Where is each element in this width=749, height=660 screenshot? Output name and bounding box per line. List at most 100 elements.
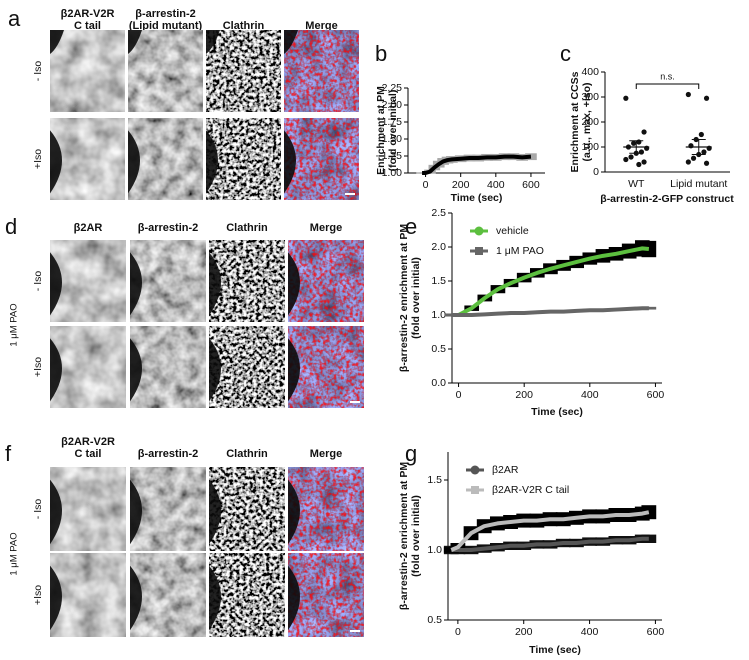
column-header: β2AR-V2R (61, 436, 115, 448)
column-header: β-arrestin-2 (138, 222, 199, 234)
y-tick-label: 0.5 (427, 614, 442, 626)
x-tick-label: 200 (515, 626, 533, 638)
micrograph-overlay (288, 553, 364, 637)
cell-edge (50, 338, 62, 402)
y-tick-label: 0 (593, 166, 599, 178)
row-label: +Iso (32, 149, 44, 169)
y-tick-label: 300 (581, 91, 599, 103)
micrograph (209, 553, 285, 637)
panel-letter: c (560, 41, 571, 66)
micrograph (50, 118, 125, 200)
y-axis-label: (a.u., max, +iso) (581, 82, 593, 161)
y-tick-label: 1.5 (431, 275, 446, 287)
series-line (452, 306, 649, 317)
legend-label: 1 μM PAO (496, 245, 544, 257)
y-axis-label: Enrichment at PM (375, 86, 387, 175)
x-tick-label: 200 (452, 179, 470, 191)
x-tick-label: 600 (647, 626, 665, 638)
data-point (623, 95, 629, 101)
data-point (631, 140, 637, 146)
y-tick-label: 2.5 (431, 207, 446, 219)
x-axis-label: Time (sec) (531, 406, 583, 418)
y-tick-label: 2.0 (431, 241, 446, 253)
significance-label: n.s. (660, 71, 675, 81)
cell-edge (209, 479, 221, 545)
micrograph-overlay (284, 30, 359, 112)
x-tick-label: 400 (581, 626, 599, 638)
legend-marker (471, 486, 479, 494)
data-point (641, 159, 647, 165)
y-tick-label: 0.5 (431, 343, 446, 355)
data-point (698, 131, 704, 138)
micrograph (209, 240, 285, 322)
y-tick-label: 200 (581, 116, 599, 128)
row-label: - Iso (32, 499, 44, 520)
cell-edge (130, 565, 142, 631)
y-tick-label: 0.0 (431, 377, 446, 389)
cell-edge (209, 338, 221, 402)
x-tick-label: 400 (487, 179, 505, 191)
data-point (628, 154, 634, 160)
cell-edge (50, 565, 62, 631)
micrograph (128, 118, 203, 200)
panel-letter: a (8, 6, 21, 31)
column-header: C tail (75, 448, 102, 460)
micrograph (50, 326, 126, 408)
micrograph (130, 326, 206, 408)
error-band (641, 240, 657, 258)
y-axis-label: (fold over initial) (387, 90, 399, 172)
cell-edge (288, 479, 300, 545)
y-axis-label: β-arrestin-2 enrichment at PM (398, 462, 410, 610)
row-label: - Iso (32, 271, 44, 292)
x-tick-label: WT (628, 178, 645, 190)
micrograph (130, 553, 206, 637)
micrograph (128, 30, 203, 112)
data-point (636, 161, 642, 168)
cell-edge (50, 30, 64, 54)
y-tick-label: 2.00 (382, 99, 403, 111)
micrograph-overlay (284, 118, 359, 200)
x-tick-label: Lipid mutant (670, 178, 727, 190)
legend-marker (474, 226, 484, 236)
data-point (690, 155, 697, 161)
row-label: +Iso (32, 357, 44, 377)
panel-letter: d (5, 214, 17, 239)
column-header: (Lipid mutant) (129, 20, 203, 32)
side-label: 1 μM PAO (9, 532, 20, 575)
y-tick-label: 100 (581, 141, 599, 153)
x-tick-label: 0 (455, 626, 461, 638)
row-label: +Iso (32, 585, 44, 605)
cell-edge (50, 252, 62, 316)
panel-letter: g (405, 441, 417, 466)
y-tick-label: 1.50 (382, 133, 403, 145)
cell-edge (288, 252, 300, 316)
micrograph-overlay (288, 240, 364, 322)
panel-letter: b (375, 41, 387, 66)
series-line (451, 536, 649, 552)
x-axis-label: β-arrestin-2-GFP construct (600, 193, 734, 205)
y-tick-label: 1.0 (427, 544, 442, 556)
column-header: β-arrestin-2 (135, 8, 196, 20)
cell-edge (209, 252, 221, 316)
y-axis-label: Enrichment at CCSs (569, 71, 581, 172)
data-point (641, 129, 647, 135)
data-point (703, 95, 710, 101)
micrograph (130, 467, 206, 551)
error-bar (691, 139, 706, 155)
cell-edge (50, 130, 62, 194)
y-tick-label: 1.0 (431, 309, 446, 321)
cell-edge (284, 130, 296, 194)
micrograph-overlay (288, 326, 364, 408)
x-tick-label: 0 (423, 179, 429, 191)
x-tick-label: 0 (456, 389, 462, 401)
column-header: Merge (310, 448, 342, 460)
legend-label: β2AR-V2R C tail (492, 484, 569, 496)
y-tick-label: 400 (581, 66, 599, 78)
column-header: Clathrin (226, 222, 268, 234)
panel-letter: f (5, 441, 12, 466)
micrograph (50, 467, 126, 551)
cell-edge (206, 130, 218, 194)
x-tick-label: 200 (515, 389, 533, 401)
